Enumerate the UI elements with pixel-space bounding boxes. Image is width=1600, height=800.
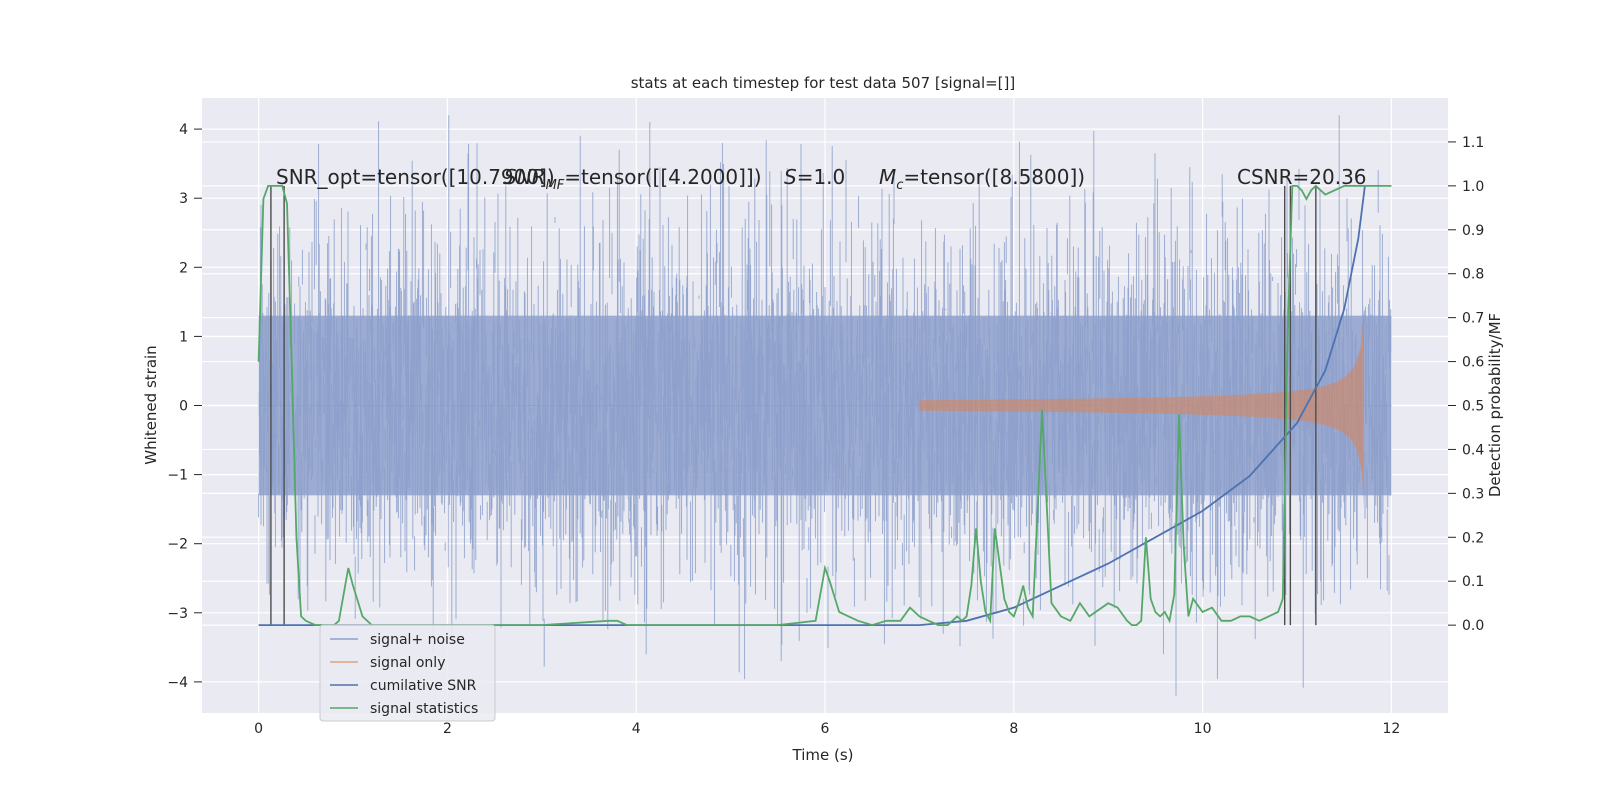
y-tick-label-4: 0 [179,399,188,415]
annotation-c-subscript: c [896,178,903,193]
y-tick-label-8: 4 [179,122,188,138]
annotation-mf-subscript: MF [546,178,565,193]
y-right-tick-label-8: 0.8 [1462,267,1484,283]
annotation-snr-opt: SNR_opt=tensor([10.7900]) [276,165,555,189]
annotation-snr-mf-value: =tensor([[4.2000]]) [564,165,761,189]
y-right-tick-label-0: 0.0 [1462,618,1484,634]
y-tick-label-6: 2 [179,260,188,276]
y-tick-label-0: −4 [167,675,188,691]
signal-statistics-line [257,184,1392,627]
legend-label-signal-statistics: signal statistics [370,701,478,717]
legend: signal+ noise signal only cumilative SNR… [319,624,496,722]
legend-label-signal-plus-noise: signal+ noise [370,632,465,648]
series-signal-only [258,303,1392,508]
y-axis-right-label: Detection probability/MF [1486,313,1504,497]
annotation-m-symbol: M [879,165,896,189]
x-tick-label-5: 10 [1194,721,1212,737]
y-axis-label: Whitened strain [142,345,160,464]
x-tick-label-4: 8 [1009,721,1018,737]
annotation-mc: Mc=tensor([8.5800]) [879,165,1085,193]
series-signal-statistics [257,184,1392,627]
annotation-s: S=1.0 [784,165,845,189]
x-tick-label-0: 0 [254,721,263,737]
x-tick-label-1: 2 [443,721,452,737]
x-tick-label-6: 12 [1382,721,1400,737]
y-tick-label-1: −3 [167,606,188,622]
x-axis-label: Time (s) [792,746,854,764]
noise-trace [258,115,1392,696]
annotations: SNR_opt=tensor([10.7900]) SNRMF=tensor([… [276,165,1367,193]
y-right-tick-label-9: 0.9 [1462,223,1484,239]
y-axis-ticks: −4 −3 −2 −1 0 1 2 3 4 [167,122,202,691]
annotation-csnr: CSNR=20.36 [1237,165,1367,189]
annotation-s-value: =1.0 [797,165,846,189]
y-right-tick-label-5: 0.5 [1462,399,1484,415]
y-tick-label-2: −2 [167,537,188,553]
x-axis-ticks: 0 2 4 6 8 10 12 [254,721,1400,737]
y-tick-label-3: −1 [167,468,188,484]
y-right-tick-label-10: 1.0 [1462,179,1484,195]
legend-box [319,624,496,722]
y-right-tick-label-6: 0.6 [1462,355,1484,371]
annotation-s-symbol: S [784,165,797,189]
annotation-mc-value: =tensor([8.5800]) [903,165,1085,189]
y-right-tick-label-2: 0.2 [1462,530,1484,546]
y-axis-right-ticks: 0.0 0.1 0.2 0.3 0.4 0.5 0.6 0.7 0.8 0.9 1.0 1.1 [1448,135,1484,634]
y-tick-label-5: 1 [179,329,188,345]
y-right-tick-label-11: 1.1 [1462,135,1484,151]
x-tick-label-2: 4 [632,721,641,737]
y-right-tick-label-7: 0.7 [1462,311,1484,327]
legend-label-signal-only: signal only [370,655,445,671]
y-right-tick-label-1: 0.1 [1462,574,1484,590]
annotation-snr-mf: SNRMF=tensor([[4.2000]]) [504,165,762,193]
y-tick-label-7: 3 [179,191,188,207]
y-right-tick-label-3: 0.3 [1462,486,1484,502]
legend-label-cumilative-snr: cumilative SNR [370,678,477,694]
annotation-snr-symbol: SNR [504,165,546,189]
chart-title: stats at each timestep for test data 507… [631,74,1016,92]
y-right-tick-label-4: 0.4 [1462,442,1484,458]
x-tick-label-3: 6 [821,721,830,737]
